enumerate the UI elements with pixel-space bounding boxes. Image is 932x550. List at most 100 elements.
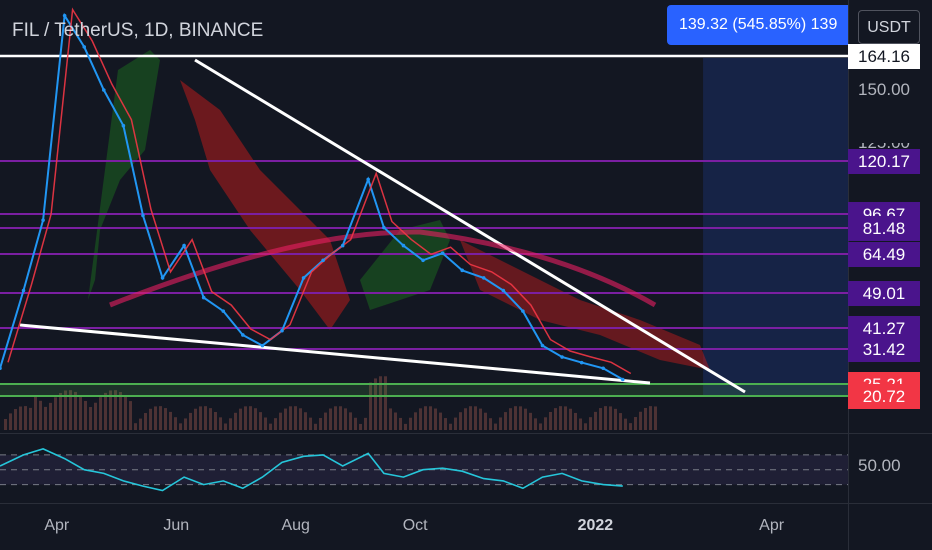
price-point (540, 343, 545, 348)
volume-bar (224, 423, 227, 430)
cloud-bearish-2 (460, 240, 710, 370)
volume-bar (619, 413, 622, 430)
rsi-line (0, 448, 623, 492)
price-tag-64-49: 64.49 (848, 241, 920, 267)
price-tag-81-48: 81.48 (848, 215, 920, 241)
volume-bar (219, 417, 222, 430)
volume-bar (344, 408, 347, 430)
volume-bar (239, 408, 242, 430)
volume-bar (184, 418, 187, 430)
price-tag-41-27: 41.27 (848, 315, 920, 341)
volume-bar (509, 408, 512, 430)
volume-bar (154, 406, 157, 430)
volume-bar (419, 408, 422, 430)
horizontal-levels (0, 54, 848, 350)
volume-bar (264, 417, 267, 430)
price-tag-31-42: 31.42 (848, 336, 920, 362)
price-point (421, 258, 425, 263)
volume-bar (169, 411, 172, 430)
volume-bar (409, 417, 412, 430)
volume-bar (439, 412, 442, 430)
price-point (366, 177, 370, 182)
volume-bar (489, 418, 492, 430)
volume-bar (4, 419, 7, 430)
baseline-line (7, 7, 632, 375)
price-point (160, 276, 165, 280)
volume-bar (339, 406, 342, 430)
volume-bar (274, 418, 277, 430)
volume-bar (59, 392, 62, 430)
volume-bar (539, 423, 542, 430)
price-point (601, 366, 605, 371)
price-point (521, 309, 525, 313)
volume-bar (494, 423, 497, 430)
volume-bar (524, 408, 527, 430)
price-point (340, 243, 345, 248)
volume-bar (259, 412, 262, 430)
volume-bar (269, 423, 272, 430)
price-tag-164-16: 164.16 (848, 43, 920, 69)
volume-bar (279, 412, 282, 430)
volume-bar (24, 406, 27, 430)
volume-bar (444, 418, 447, 430)
volume-bar (589, 417, 592, 430)
volume-bar (379, 376, 382, 430)
cloud-bullish-2 (360, 220, 450, 310)
price-point (321, 258, 325, 263)
volume-bar (44, 406, 47, 430)
volume-bar (34, 395, 37, 430)
volume-bar (214, 412, 217, 430)
price-point (82, 45, 87, 49)
volume-bar (294, 406, 297, 430)
volume-bar (484, 412, 487, 430)
price-point (21, 288, 26, 293)
volume-bar (604, 406, 607, 430)
volume-bar (599, 408, 602, 430)
price-tag-20-72: 20.72 (848, 383, 920, 409)
measure-label[interactable]: 139.32 (545.85%) 139 (667, 5, 848, 45)
price-point (460, 268, 464, 273)
currency-button[interactable]: USDT (858, 10, 920, 44)
volume-bar (234, 412, 237, 430)
volume-bar (199, 406, 202, 430)
volume-bar (584, 423, 587, 430)
price-point (501, 288, 506, 293)
volume-bar (79, 395, 82, 430)
volume-bar (104, 392, 107, 430)
volume-bar (124, 395, 127, 430)
volume-bar (544, 417, 547, 430)
volume-bar (449, 423, 452, 430)
volume-bar (89, 407, 92, 430)
volume-bar (159, 406, 162, 430)
x-tick-2022: 2022 (577, 517, 614, 534)
price-point (560, 355, 564, 359)
price-series (0, 7, 632, 382)
volume-bar (69, 390, 72, 430)
volume-bar (324, 412, 327, 430)
volume-bar (424, 406, 427, 430)
volume-bar (54, 397, 57, 430)
volume-bar (299, 408, 302, 430)
price-point (440, 251, 445, 256)
volume-bar (414, 412, 417, 430)
x-tick-aug: Aug (281, 517, 310, 534)
volume-bar (359, 423, 362, 430)
volume-bar (609, 406, 612, 430)
x-tick-apr: Apr (759, 517, 785, 534)
volume-bar (629, 423, 632, 430)
support-zone (0, 383, 848, 397)
volume-bar (569, 408, 572, 430)
volume-bar (554, 408, 557, 430)
volume-bar (459, 412, 462, 430)
volume-bar (209, 408, 212, 430)
volume-bar (564, 406, 567, 430)
volume-bar (404, 423, 407, 430)
cloud-bullish-1 (88, 50, 160, 300)
volume-bar (189, 412, 192, 430)
volume-bar (594, 411, 597, 430)
descending-trendline (194, 58, 746, 394)
volume-bar (334, 406, 337, 430)
